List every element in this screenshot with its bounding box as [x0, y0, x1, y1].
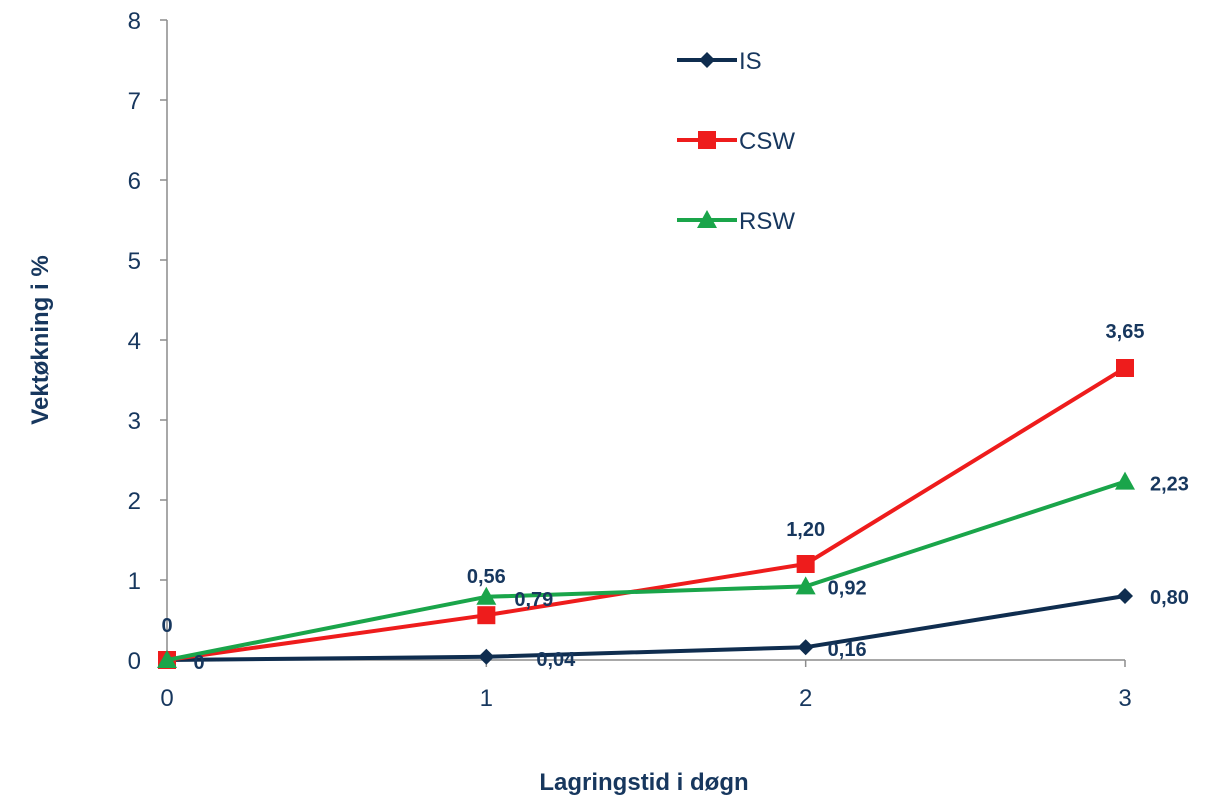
- data-label-is: 0,04: [536, 649, 576, 671]
- data-point-csw: [796, 555, 815, 573]
- legend-marker-csw: [698, 131, 716, 149]
- legend-label-rsw: RSW: [739, 208, 795, 235]
- x-tick-label: 1: [480, 685, 493, 712]
- x-tick-label: 2: [799, 685, 812, 712]
- data-label-rsw: 2,23: [1150, 474, 1189, 496]
- legend-label-csw: CSW: [739, 128, 795, 155]
- data-point-is: [797, 639, 814, 656]
- series-line-is: [166, 594, 1126, 662]
- x-tick-label: 0: [160, 685, 173, 712]
- data-point-is: [1117, 588, 1133, 604]
- y-tick-label: 6: [128, 168, 141, 195]
- data-label-csw: 1,20: [786, 519, 825, 541]
- data-point-is: [478, 648, 495, 665]
- data-label-is: 0: [193, 652, 204, 674]
- data-point-rsw: [1115, 471, 1135, 490]
- data-point-rsw: [476, 586, 497, 605]
- series-rsw: [157, 471, 1135, 668]
- y-tick-label: 0: [128, 648, 141, 675]
- y-tick-label: 5: [128, 248, 141, 275]
- legend-label-is: IS: [739, 48, 762, 75]
- data-label-csw: 0: [161, 615, 172, 637]
- series-is: [159, 588, 1133, 668]
- y-tick-label: 4: [128, 328, 141, 355]
- data-label-rsw: 0,92: [828, 577, 867, 599]
- series-line-csw: [166, 366, 1127, 662]
- data-label-rsw: 0,79: [514, 589, 553, 611]
- y-tick-label: 3: [128, 408, 141, 435]
- legend: IS CSW RSW: [677, 48, 795, 235]
- data-label-is: 0,16: [828, 639, 867, 661]
- legend-item-rsw: RSW: [677, 208, 795, 235]
- legend-marker-is: [699, 52, 715, 68]
- series-lines: [157, 359, 1135, 669]
- data-label-is: 0,80: [1150, 587, 1189, 609]
- series-line-rsw: [166, 479, 1126, 662]
- data-label-csw: 0,56: [467, 566, 506, 588]
- y-tick-label: 8: [128, 8, 141, 35]
- data-point-csw: [477, 606, 496, 625]
- data-point-rsw: [157, 650, 177, 668]
- data-label-csw: 3,65: [1106, 321, 1145, 343]
- y-tick-label: 1: [128, 568, 141, 595]
- data-labels: 0 0,04 0,16 0,80 0 0,56 1,20 3,65 0,79 0,92 2,23: [161, 321, 1189, 674]
- legend-item-is: IS: [677, 48, 762, 75]
- series-csw: [158, 359, 1134, 669]
- legend-marker-rsw: [697, 210, 717, 228]
- x-axis-title: Lagringstid i døgn: [539, 769, 748, 796]
- y-axis-title: Vektøkning i %: [27, 255, 54, 424]
- x-tick-label: 3: [1118, 685, 1131, 712]
- legend-item-csw: CSW: [677, 128, 795, 155]
- data-point-rsw: [795, 576, 816, 595]
- y-tick-label: 2: [128, 488, 141, 515]
- data-point-csw: [1116, 359, 1134, 377]
- y-tick-label: 7: [128, 88, 141, 115]
